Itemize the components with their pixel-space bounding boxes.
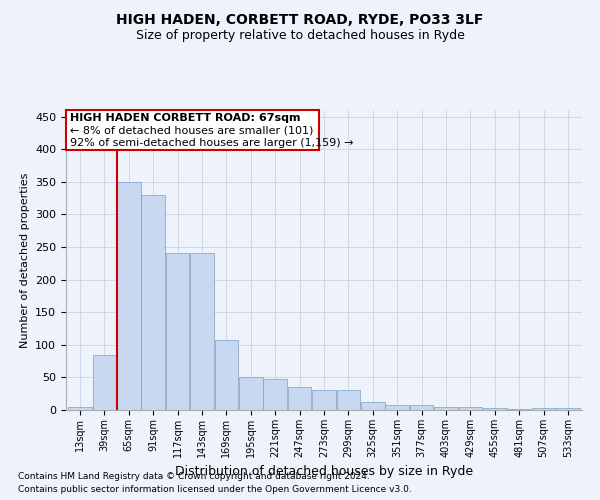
Bar bbox=[337, 390, 360, 410]
Bar bbox=[190, 254, 214, 410]
Bar bbox=[483, 408, 506, 410]
Bar bbox=[166, 254, 190, 410]
Bar bbox=[239, 378, 263, 410]
Bar bbox=[142, 195, 165, 410]
Bar bbox=[263, 380, 287, 410]
Bar bbox=[532, 408, 556, 410]
Bar bbox=[215, 340, 238, 410]
Bar bbox=[92, 354, 116, 410]
Bar bbox=[385, 406, 409, 410]
Text: Contains public sector information licensed under the Open Government Licence v3: Contains public sector information licen… bbox=[18, 485, 412, 494]
Y-axis label: Number of detached properties: Number of detached properties bbox=[20, 172, 29, 348]
X-axis label: Distribution of detached houses by size in Ryde: Distribution of detached houses by size … bbox=[175, 466, 473, 478]
Text: ← 8% of detached houses are smaller (101): ← 8% of detached houses are smaller (101… bbox=[70, 126, 313, 136]
Bar bbox=[458, 406, 482, 410]
Bar bbox=[68, 408, 92, 410]
Text: Contains HM Land Registry data © Crown copyright and database right 2024.: Contains HM Land Registry data © Crown c… bbox=[18, 472, 370, 481]
Bar bbox=[117, 182, 140, 410]
Bar bbox=[288, 387, 311, 410]
Bar bbox=[434, 406, 458, 410]
Text: 92% of semi-detached houses are larger (1,159) →: 92% of semi-detached houses are larger (… bbox=[70, 138, 353, 148]
Text: HIGH HADEN, CORBETT ROAD, RYDE, PO33 3LF: HIGH HADEN, CORBETT ROAD, RYDE, PO33 3LF bbox=[116, 12, 484, 26]
FancyBboxPatch shape bbox=[66, 110, 319, 150]
Bar bbox=[312, 390, 336, 410]
Bar bbox=[410, 406, 433, 410]
Text: Size of property relative to detached houses in Ryde: Size of property relative to detached ho… bbox=[136, 29, 464, 42]
Bar bbox=[556, 408, 580, 410]
Text: HIGH HADEN CORBETT ROAD: 67sqm: HIGH HADEN CORBETT ROAD: 67sqm bbox=[70, 112, 300, 122]
Bar bbox=[361, 402, 385, 410]
